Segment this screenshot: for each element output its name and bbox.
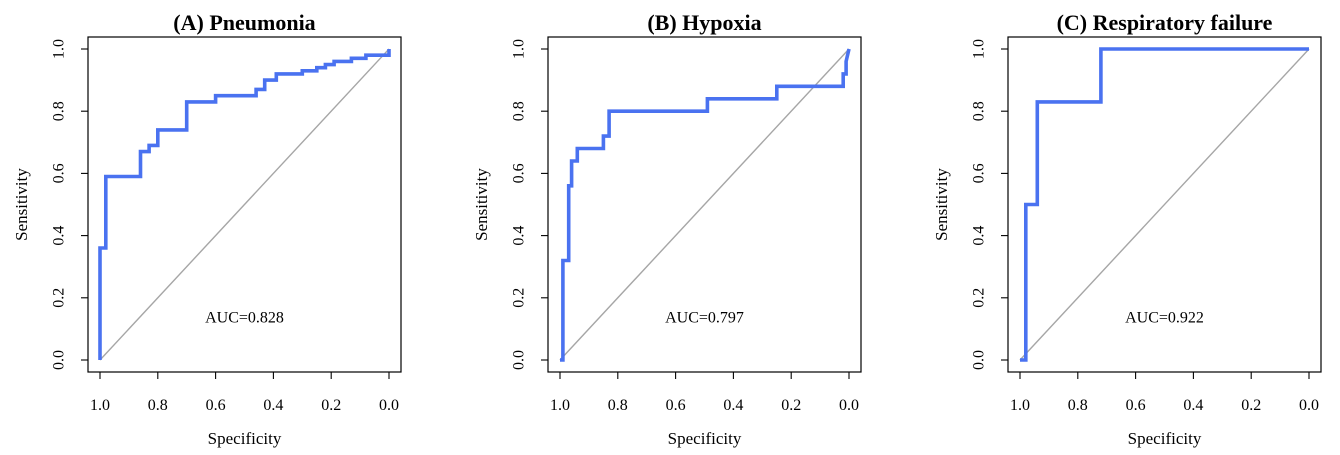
- y-tick-label: 0.4: [511, 226, 528, 246]
- x-tick-label: 0.4: [1183, 397, 1203, 414]
- y-tick-label: 0.4: [971, 226, 988, 246]
- reference-diagonal: [99, 48, 390, 361]
- roc-curve: [98, 49, 391, 360]
- x-tick-label: 0.4: [263, 397, 283, 414]
- y-tick-label: 0.0: [511, 350, 528, 370]
- y-tick-label: 0.8: [511, 101, 528, 121]
- x-tick-label: 1.0: [90, 397, 110, 414]
- y-tick-label: 0.6: [971, 163, 988, 183]
- x-tick-label: 0.6: [666, 397, 686, 414]
- reference-diagonal: [1019, 48, 1310, 361]
- auc-annotation: AUC=0.828: [205, 310, 284, 327]
- roc-curve: [1020, 47, 1309, 362]
- x-tick-label: 0.6: [1126, 397, 1146, 414]
- y-axis-label: Sensitivity: [932, 168, 951, 241]
- x-axis-label: Specificity: [208, 429, 282, 448]
- y-tick-label: 0.8: [51, 101, 68, 121]
- y-tick-label: 0.2: [971, 288, 988, 308]
- chart-title: (B) Hypoxia: [647, 10, 761, 35]
- x-tick-label: 1.0: [1010, 397, 1030, 414]
- x-tick-label: 0.0: [839, 397, 859, 414]
- auc-annotation: AUC=0.797: [665, 310, 744, 327]
- x-tick-label: 0.0: [379, 397, 399, 414]
- chart-title: (C) Respiratory failure: [1057, 10, 1273, 35]
- x-tick-label: 0.4: [723, 397, 743, 414]
- x-axis-label: Specificity: [1128, 429, 1202, 448]
- y-tick-label: 0.6: [511, 163, 528, 183]
- y-tick-label: 1.0: [511, 39, 528, 59]
- y-tick-label: 0.6: [51, 163, 68, 183]
- auc-annotation: AUC=0.922: [1125, 310, 1204, 327]
- x-tick-label: 0.0: [1299, 397, 1319, 414]
- x-tick-label: 0.8: [1068, 397, 1088, 414]
- chart-panel-3: (C) Respiratory failure 1.0 0.8 0.6 0.4 0.2 0.…: [932, 10, 1322, 448]
- x-tick-label: 0.2: [781, 397, 801, 414]
- y-tick-label: 0.4: [51, 226, 68, 246]
- y-tick-label: 0.2: [511, 288, 528, 308]
- y-tick-label: 0.2: [51, 288, 68, 308]
- x-tick-label: 0.2: [1241, 397, 1261, 414]
- chart-panel-2: (B) Hypoxia 1.0 0.8 0.6 0.4 0.2 0.0 0.0 0.2 0.4 0.…: [472, 10, 862, 448]
- y-tick-label: 1.0: [51, 39, 68, 59]
- y-tick-label: 1.0: [971, 39, 988, 59]
- y-axis-label: Sensitivity: [12, 168, 31, 241]
- y-tick-label: 0.0: [971, 350, 988, 370]
- y-tick-label: 0.8: [971, 101, 988, 121]
- chart-panel-1: (A) Pneumonia 1.0 0.8 0.6 0.4 0.2 0.0 0.0 0.2 0.4…: [12, 10, 402, 448]
- y-tick-label: 0.0: [51, 350, 68, 370]
- x-axis-label: Specificity: [668, 429, 742, 448]
- x-tick-label: 1.0: [550, 397, 570, 414]
- x-tick-label: 0.2: [321, 397, 341, 414]
- x-tick-label: 0.8: [148, 397, 168, 414]
- reference-diagonal: [559, 48, 850, 361]
- y-axis-label: Sensitivity: [472, 168, 491, 241]
- roc-curve: [560, 48, 851, 362]
- chart-title: (A) Pneumonia: [173, 10, 315, 35]
- x-tick-label: 0.8: [608, 397, 628, 414]
- x-tick-label: 0.6: [206, 397, 226, 414]
